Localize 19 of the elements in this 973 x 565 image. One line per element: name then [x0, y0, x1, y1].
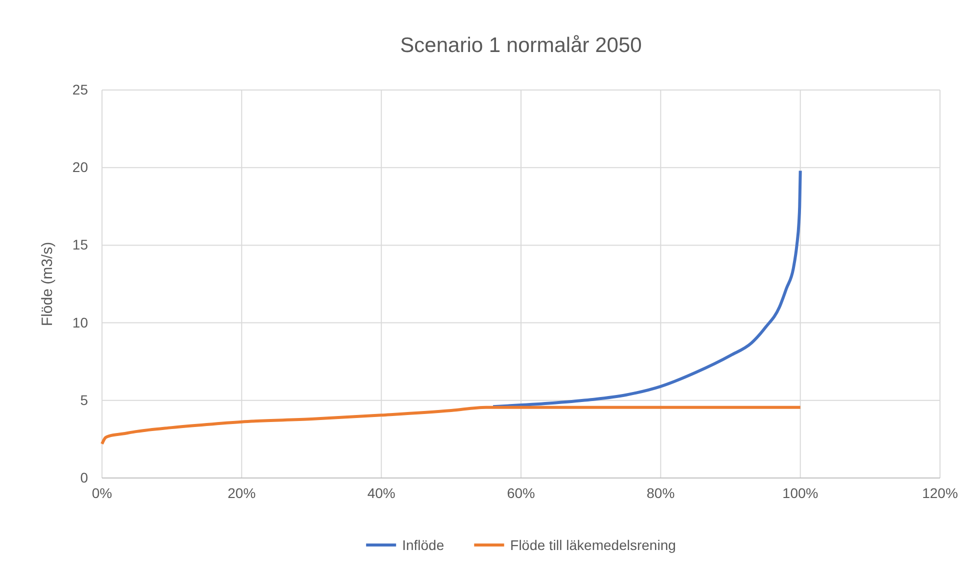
- y-tick-label: 0: [80, 469, 88, 486]
- x-tick-label: 80%: [646, 484, 675, 501]
- y-tick-label: 10: [72, 314, 88, 330]
- y-tick-label: 20: [72, 159, 88, 176]
- x-tick-label: 40%: [367, 484, 396, 501]
- line-series: [492, 169, 802, 408]
- legend-label: Inflöde: [402, 537, 444, 553]
- line-series: [100, 406, 802, 446]
- x-tick-label: 20%: [228, 484, 256, 501]
- x-tick-label: 100%: [782, 484, 818, 501]
- y-axis-title: Flöde (m3/s): [39, 242, 56, 326]
- legend-label: Flöde till läkemedelsrening: [510, 537, 676, 553]
- x-tick-label: 120%: [922, 484, 958, 501]
- x-tick-label: 0%: [92, 484, 112, 501]
- y-tick-label: 25: [72, 81, 88, 98]
- y-tick-label: 15: [72, 236, 88, 253]
- y-tick-label: 5: [80, 392, 88, 408]
- x-tick-label: 60%: [506, 484, 536, 501]
- chart-title: Scenario 1 normalår 2050: [400, 34, 642, 57]
